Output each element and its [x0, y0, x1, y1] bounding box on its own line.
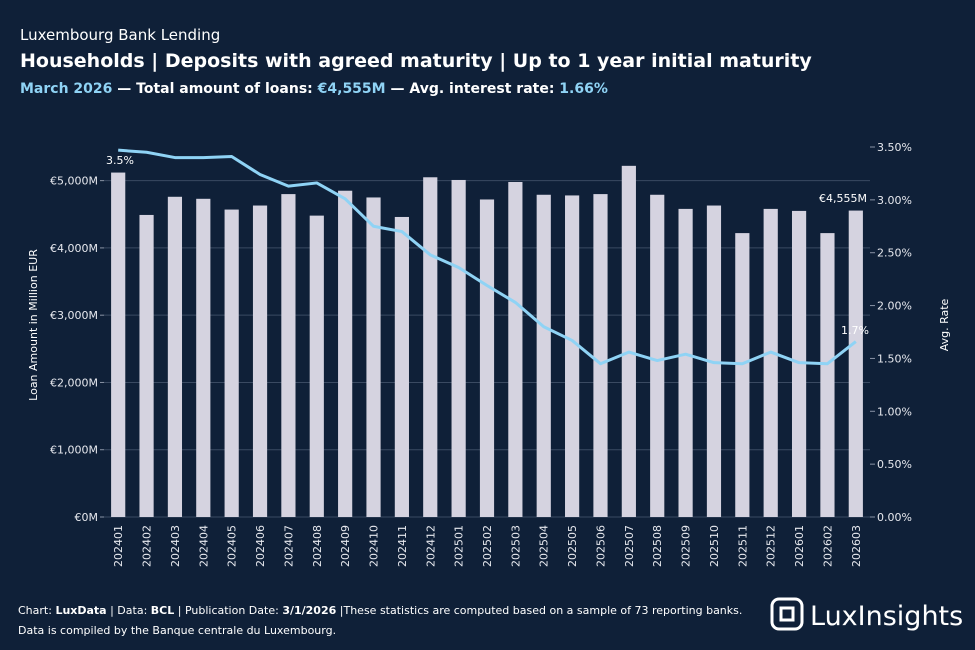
y2-axis-label: Avg. Rate [938, 298, 951, 351]
bar [479, 199, 495, 518]
rate-line [118, 148, 857, 366]
y2-tick-label: 0.50% [877, 458, 912, 471]
y-tick-label: €3,000M [50, 309, 98, 322]
bar [139, 214, 154, 518]
bar [394, 216, 409, 518]
y-tick-label: €1,000M [50, 444, 98, 457]
annotation: 3.5% [106, 154, 134, 167]
kicker: Luxembourg Bank Lending [20, 26, 220, 44]
chart-title: Households | Deposits with agreed maturi… [20, 50, 812, 72]
footer-part: 3/1/2026 [282, 604, 336, 617]
x-tick-label: 202406 [254, 525, 267, 567]
x-tick-label: 202405 [226, 525, 239, 567]
bar [252, 205, 268, 517]
footer-part: | Data: [107, 604, 151, 617]
x-tick-label: 202407 [282, 525, 295, 567]
x-tick-label: 202508 [651, 525, 664, 567]
bar [196, 198, 211, 518]
subtitle-part: — Total amount of loans: [112, 81, 317, 97]
subtitle-part: 1.66% [559, 81, 608, 97]
x-tick-label: 202512 [765, 525, 778, 567]
x-tick-label: 202501 [453, 525, 466, 567]
bar [224, 209, 239, 517]
x-tick-label: 202502 [481, 525, 494, 567]
x-tick-label: 202506 [594, 525, 607, 567]
bar [111, 172, 126, 517]
x-tick-label: 202402 [141, 525, 154, 567]
bar [536, 194, 551, 517]
logo: LuxInsights [810, 601, 963, 632]
bar [650, 194, 665, 517]
x-tick-label: 202505 [566, 525, 579, 567]
x-tick-label: 202601 [793, 525, 806, 567]
x-tick-label: 202509 [680, 525, 693, 567]
x-tick-label: 202511 [736, 525, 749, 567]
y2-tick-label: 3.00% [877, 194, 912, 207]
x-tick-label: 202412 [424, 525, 437, 567]
bar [848, 210, 863, 517]
y2-tick-label: 2.00% [877, 300, 912, 313]
footer-part: LuxData [55, 604, 106, 617]
footer-part: BCL [151, 604, 174, 617]
footer-part: Chart: [18, 604, 55, 617]
bar [451, 179, 466, 518]
footer-line: Chart: LuxData | Data: BCL | Publication… [18, 604, 742, 617]
y2-tick-label: 1.00% [877, 405, 912, 418]
x-tick-label: 202503 [509, 525, 522, 567]
logo-icon [779, 606, 795, 622]
bar [423, 177, 438, 518]
x-tick-label: 202602 [821, 525, 834, 567]
y2-tick-label: 3.50% [877, 141, 912, 154]
y2-tick-label: 0.00% [877, 511, 912, 524]
bar [820, 233, 835, 518]
subtitle-part: March 2026 [20, 81, 112, 97]
subtitle: March 2026 — Total amount of loans: €4,5… [20, 81, 608, 97]
y2-tick-label: 2.50% [877, 247, 912, 260]
bar [366, 197, 381, 518]
y-tick-label: €2,000M [50, 376, 98, 389]
y-axis-label: Loan Amount in Million EUR [27, 249, 40, 401]
y-tick-label: €0M [75, 511, 99, 524]
footer-part: |These statistics are computed based on … [336, 604, 742, 617]
x-tick-label: 202507 [623, 525, 636, 567]
x-tick-label: 202408 [311, 525, 324, 567]
bar [678, 208, 693, 517]
annotation: €4,555M [819, 192, 867, 205]
plot: €0M €1,000M €2,000M €3,000M €4,000M €5,000M 0.… [50, 141, 912, 567]
bar [621, 165, 636, 517]
bar [309, 215, 324, 518]
bar [167, 196, 183, 518]
x-tick-label: 202403 [169, 525, 182, 567]
bar [735, 233, 750, 518]
bar [281, 194, 296, 517]
footer-line: Data is compiled by the Banque centrale … [18, 624, 336, 637]
bar [338, 190, 353, 517]
subtitle-part: €4,555M [317, 81, 386, 97]
x-tick-label: 202510 [708, 525, 721, 567]
x-tick-label: 202411 [396, 525, 409, 567]
y-tick-label: €4,000M [50, 242, 98, 255]
x-tick-label: 202409 [339, 525, 352, 567]
x-tick-label: 202410 [368, 525, 381, 567]
bar [593, 194, 608, 517]
annotation: 1.7% [841, 324, 869, 337]
bar [763, 208, 778, 517]
bar [508, 181, 523, 517]
x-tick-label: 202401 [112, 525, 125, 567]
footer-part: | Publication Date: [174, 604, 282, 617]
y-tick-label: €5,000M [50, 175, 98, 188]
x-tick-label: 202504 [538, 525, 551, 567]
x-tick-label: 202603 [850, 525, 863, 567]
x-tick-label: 202404 [197, 525, 210, 567]
y2-tick-label: 1.50% [877, 352, 912, 365]
logo-icon [770, 597, 804, 631]
subtitle-part: — Avg. interest rate: [386, 81, 560, 97]
bar [565, 195, 580, 517]
